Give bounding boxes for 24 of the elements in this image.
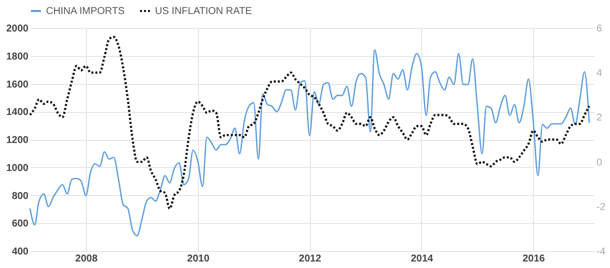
y2-tick-label: 2 [596, 112, 602, 124]
legend-label: CHINA IMPORTS [46, 6, 126, 17]
x-tick-label: 2012 [298, 254, 322, 264]
y-tick-label: 1800 [6, 51, 29, 62]
line-series [29, 49, 590, 236]
y-tick-label: 1200 [6, 135, 29, 146]
y2-tick-label: 0 [596, 157, 602, 168]
y-tick-label: 600 [12, 218, 29, 230]
x-tick-label: 2014 [410, 254, 434, 264]
y-tick-label: 2000 [6, 24, 29, 34]
y-tick-label: 400 [12, 246, 29, 258]
y2-tick-label: -4 [596, 246, 606, 258]
x-tick-label: 2010 [187, 254, 210, 264]
legend-label: US INFLATION RATE [155, 6, 252, 17]
y2-tick-label: 4 [596, 68, 602, 80]
x-tick-label: 2008 [75, 254, 98, 264]
y-tick-label: 800 [12, 190, 29, 202]
y-tick-label: 1000 [6, 162, 29, 174]
x-tick-label: 2016 [522, 254, 546, 264]
y2-tick-label: 6 [596, 24, 602, 34]
y-tick-label: 1400 [6, 107, 29, 118]
line-series [28, 36, 590, 210]
y-tick-label: 1600 [6, 79, 29, 90]
y2-tick-label: -2 [596, 202, 606, 213]
